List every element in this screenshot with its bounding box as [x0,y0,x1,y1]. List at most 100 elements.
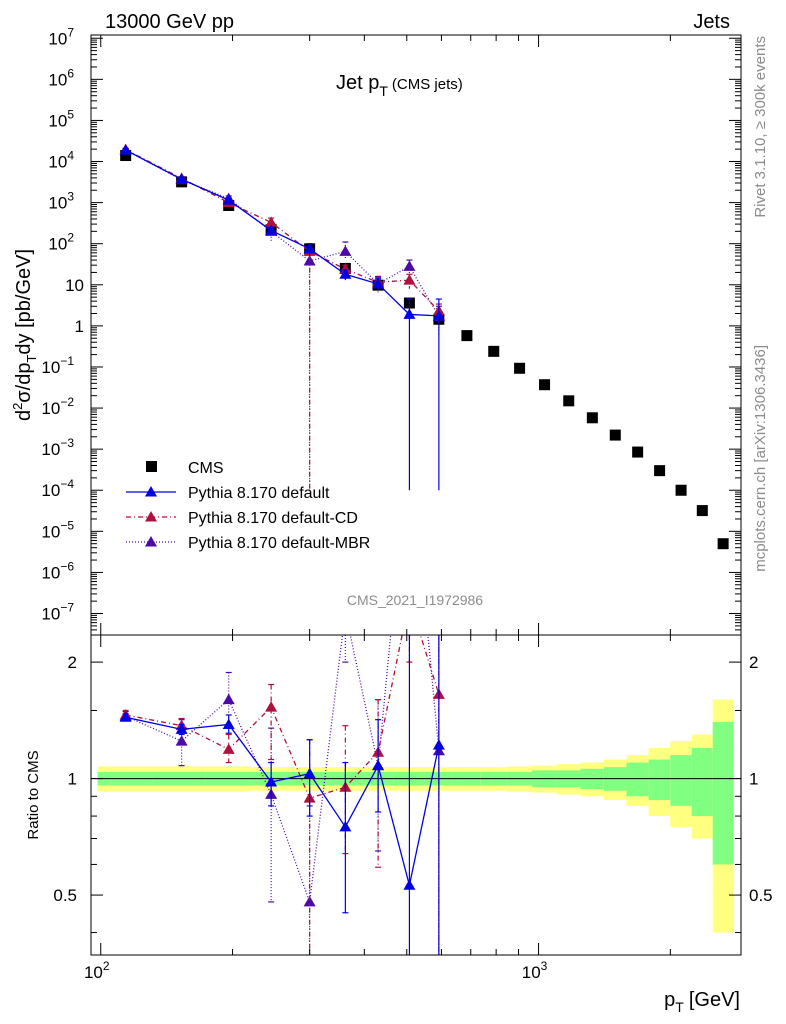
series0-point-4 [303,242,316,254]
x-tick-label-0: 102 [84,959,110,982]
cms-point-17 [654,465,666,477]
ratio-y-axis-label: Ratio to CMS [25,750,42,839]
series0-ratio-point-1 [175,723,188,734]
y-tick-label-1: 106 [48,66,74,89]
plot-title-paren: (CMS jets) [392,76,463,93]
y-tick-label-9: 10−2 [41,395,74,418]
x-axis-label: pT [GeV] [664,989,740,1015]
series0-ratio-point-0 [119,711,132,722]
y-tick-label-11: 10−4 [41,477,74,500]
series0-ratio-point-5 [339,820,352,832]
main-y-axis-label: d2σ/dpTdy [pb/GeV] [10,249,39,421]
series2-ratio-point-1 [175,735,188,746]
cms-point-20 [717,538,729,550]
series0-point-0 [119,144,132,155]
plot-title-main: Jet p [336,72,379,94]
header-right: Jets [693,11,730,33]
series0-point-2 [222,194,235,205]
series2-ratio-point-2 [222,693,235,705]
ratio-uncertainty-band [91,699,741,933]
x-axis-label-main: p [664,989,675,1011]
y-tick-label-8: 10−1 [41,354,74,377]
series0-ratio-point-2 [222,718,235,729]
series0-ratio-point-4 [303,767,316,779]
ratio-tick-label-left-2: 2 [68,653,77,672]
y-tick-label-13: 10−6 [41,559,74,582]
series2-point-5 [339,245,352,256]
y-tick-label-10: 10−3 [41,436,74,459]
series0-point-1 [175,173,188,184]
band-green-19 [691,747,713,817]
y-tick-label-7: 1 [75,317,84,336]
x-tick-label-1: 103 [522,959,548,982]
cms-point-14 [586,412,598,424]
series1-ratio-point-2 [222,743,235,754]
ratio-plot-frame [90,634,742,956]
series0-point-8 [432,309,445,321]
series0-point-5 [339,268,352,279]
y-tick-label-3: 104 [48,149,74,172]
legend-marker-1 [145,511,157,522]
series0-point-3 [265,224,278,235]
axis-ticks: 102 10310710610510410310210110−110−210−31… [41,25,772,982]
legend: CMS Pythia 8.170 default Pythia 8.170 defa… [126,460,370,552]
x-axis-label-sub: T [675,999,684,1015]
ratio-tick-label-right-2: 2 [749,653,758,672]
series0-ratio-point-8 [432,739,445,750]
plot-title-sub: T [379,83,388,99]
band-green-17 [648,759,671,801]
y-tick-label-0: 107 [48,25,74,48]
series2-point-7 [403,260,416,271]
ratio-tick-label-left-1: 1 [68,770,77,789]
series1-point-7 [403,274,416,285]
legend-marker-0 [145,486,157,497]
series0-ratio-point-3 [265,775,278,787]
legend-cms-label: CMS [188,460,224,477]
legend-label-1: Pythia 8.170 default-CD [188,510,358,527]
band-green-20 [712,722,734,865]
cms-point-16 [632,446,644,458]
side-mcplots-note: mcplots.cern.ch [arXiv:1306.3436] [752,345,769,572]
cms-point-11 [514,362,526,374]
legend-label-0: Pythia 8.170 default [188,485,330,502]
series1-line [125,149,440,312]
series0-point-7 [403,308,416,319]
cms-point-13 [563,395,575,407]
series0-ratio-point-7 [403,879,416,890]
band-green-18 [670,755,692,806]
y-tick-label-5: 102 [48,231,74,254]
ratio-tick-label-left-0: 0.5 [53,886,77,905]
cms-point-19 [696,505,708,517]
series0-ratio-point-6 [372,759,385,771]
y-tick-label-2: 105 [48,107,74,130]
cms-point-9 [461,330,473,342]
series2-ratio-point-4 [303,895,316,907]
ratio-plot-layer [119,635,445,955]
legend-cms-marker [146,461,157,472]
analysis-watermark: CMS_2021_I1972986 [347,592,483,608]
x-axis-label-unit: [GeV] [689,989,740,1011]
y-tick-label-12: 10−5 [41,518,74,541]
svg-text:d2σ/dpTdy [pb/GeV]: d2σ/dpTdy [pb/GeV] [10,249,39,421]
side-rivet-note: Rivet 3.1.10, ≥ 300k events [752,36,769,218]
plot-title: Jet pT (CMS jets) [336,72,463,99]
ratio-tick-label-right-1: 1 [749,770,758,789]
series0-ratio-line [125,716,440,886]
legend-label-2: Pythia 8.170 default-MBR [188,535,370,552]
cms-point-18 [675,484,687,496]
y-tick-label-14: 10−7 [41,601,74,624]
header-left: 13000 GeV pp [105,11,234,33]
series0-point-6 [372,277,385,289]
cms-point-15 [609,429,621,441]
legend-marker-2 [145,536,157,547]
y-tick-label-4: 103 [48,190,74,213]
ratio-tick-label-right-0: 0.5 [749,886,773,905]
cms-point-12 [539,379,551,391]
band-green-16 [626,762,649,797]
series1-point-3 [265,216,278,227]
series1-ratio-point-3 [265,701,278,712]
cms-point-0 [120,150,132,162]
series0-line [125,149,439,317]
cms-point-10 [488,345,500,357]
